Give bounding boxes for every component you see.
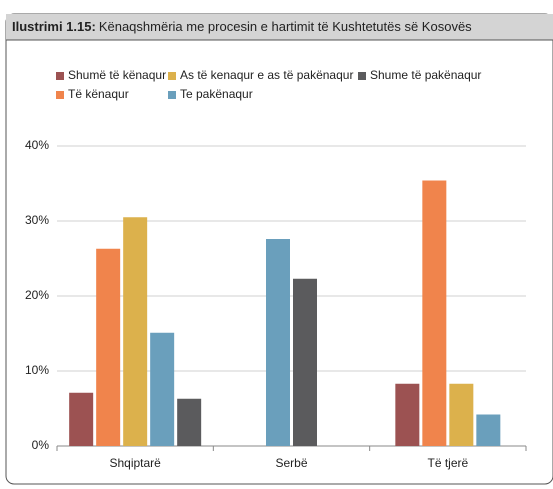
x-tick-label: Të tjerë (427, 456, 468, 470)
header-band (6, 14, 553, 40)
legend-swatch (56, 72, 64, 80)
bar (395, 383, 420, 446)
legend-label: Shume të pakënaqur (370, 68, 481, 82)
bar (422, 180, 447, 446)
header-title: Ilustrimi 1.15: Kënaqshmëria me procesin … (12, 19, 472, 34)
bar (449, 383, 474, 446)
legend-swatch (56, 91, 64, 99)
y-tick-label: 10% (25, 363, 49, 377)
bar (150, 332, 175, 446)
legend-label: Te pakënaqur (180, 87, 253, 101)
y-tick-label: 20% (25, 288, 49, 302)
bar (69, 392, 94, 446)
figure-label: Ilustrimi 1.15: (12, 19, 96, 34)
y-tick-label: 40% (25, 138, 49, 152)
legend-swatch (358, 72, 366, 80)
bar (177, 398, 202, 446)
legend-label: Shumë të kënaqur (68, 68, 166, 82)
y-tick-label: 30% (25, 213, 49, 227)
legend-label: As të kenaqur e as të pakënaqur (180, 68, 353, 82)
legend-swatch (168, 91, 176, 99)
legend-swatch (168, 72, 176, 80)
bar (266, 239, 290, 446)
bar (476, 414, 501, 446)
x-tick-label: Shqiptarë (109, 456, 161, 470)
legend-label: Të kënaqur (68, 87, 129, 101)
chart-title: Kënaqshmëria me procesin e hartimit të K… (99, 19, 472, 34)
bar (123, 217, 148, 446)
x-tick-label: Serbë (275, 456, 307, 470)
bar (96, 248, 121, 446)
bar (293, 278, 317, 446)
y-tick-label: 0% (32, 438, 50, 452)
